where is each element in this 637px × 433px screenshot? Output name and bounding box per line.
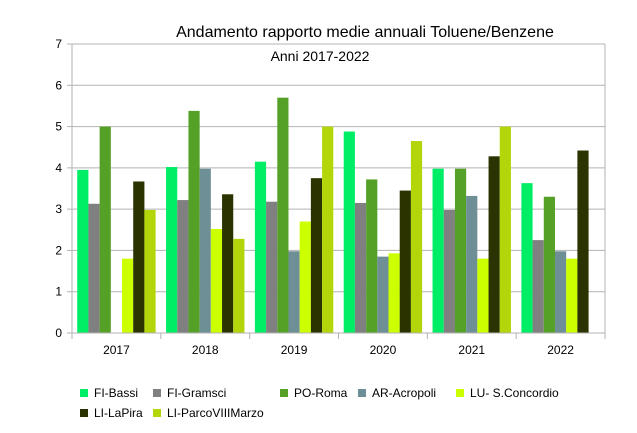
bar-po-roma-2018 xyxy=(188,110,200,333)
x-tick-label-2019: 2019 xyxy=(281,343,308,357)
legend-item-fi-gramsci: FI-Gramsci xyxy=(153,385,226,401)
legend-item-fi-bassi: FI-Bassi xyxy=(80,385,138,401)
y-tick-label: 7 xyxy=(55,37,62,51)
bar-li-parcoviiimarzo-2020 xyxy=(410,141,423,333)
bar-fi-bassi-2017 xyxy=(77,169,89,333)
bar-li-parcoviiimarzo-2018 xyxy=(233,238,245,333)
bar-po-roma-2019 xyxy=(277,97,289,334)
bar-lu-s-concordio-2020 xyxy=(388,253,400,333)
legend-swatch xyxy=(153,389,161,397)
bar-li-parcoviiimarzo-2017 xyxy=(144,209,156,333)
bar-fi-gramsci-2020 xyxy=(354,202,367,333)
legend-label: AR-Acropoli xyxy=(372,386,437,400)
legend-swatch xyxy=(456,389,464,397)
bar-fi-bassi-2022 xyxy=(521,183,533,333)
bar-lu-s-concordio-2018 xyxy=(210,228,223,333)
bar-li-lapira-2019 xyxy=(310,178,323,333)
bar-fi-bassi-2019 xyxy=(254,161,267,333)
bar-li-parcoviiimarzo-2019 xyxy=(322,126,334,333)
x-tick-label-2021: 2021 xyxy=(458,343,485,357)
bar-lu-s-concordio-2017 xyxy=(122,258,134,333)
bar-fi-gramsci-2018 xyxy=(177,200,189,333)
bar-lu-s-concordio-2019 xyxy=(299,221,311,333)
legend-swatch xyxy=(358,389,366,397)
bar-fi-gramsci-2021 xyxy=(443,209,455,333)
bar-fi-bassi-2021 xyxy=(432,168,444,333)
bars xyxy=(77,97,589,334)
y-tick-label: 1 xyxy=(55,285,62,299)
bar-po-roma-2020 xyxy=(366,179,378,333)
legend-item-li-lapira: LI-LaPira xyxy=(80,405,143,421)
bar-ar-acropoli-2018 xyxy=(199,168,211,333)
bar-ar-acropoli-2021 xyxy=(466,195,478,333)
bar-po-roma-2017 xyxy=(99,126,111,333)
chart-title: Andamento rapporto medie annuali Toluene… xyxy=(176,24,554,41)
y-tick-label: 6 xyxy=(55,78,62,92)
legend-label: FI-Bassi xyxy=(94,386,139,400)
legend-label: FI-Gramsci xyxy=(167,386,227,400)
bar-lu-s-concordio-2022 xyxy=(566,258,578,333)
bar-li-parcoviiimarzo-2021 xyxy=(499,126,511,333)
y-tick-label: 2 xyxy=(55,243,62,257)
x-tick-label-2022: 2022 xyxy=(547,343,574,357)
bar-fi-bassi-2020 xyxy=(343,131,355,333)
legend-swatch xyxy=(80,409,88,417)
bar-lu-s-concordio-2021 xyxy=(477,258,489,333)
legend-label: PO-Roma xyxy=(294,386,348,400)
legend-item-po-roma: PO-Roma xyxy=(280,385,347,401)
bar-fi-gramsci-2022 xyxy=(532,240,544,333)
x-tick-label-2017: 2017 xyxy=(103,343,130,357)
axes xyxy=(67,43,606,339)
legend-label: LI-LaPira xyxy=(94,406,143,420)
legend-swatch xyxy=(153,409,161,417)
bar-li-lapira-2022 xyxy=(577,150,589,333)
bar-fi-bassi-2018 xyxy=(166,167,178,333)
bar-fi-gramsci-2017 xyxy=(88,203,100,333)
bar-ar-acropoli-2022 xyxy=(554,251,567,333)
x-tick-labels: 2017 2018 2019 2020 2021 2022 xyxy=(103,343,574,357)
legend-label: LI-ParcoVIIIMarzo xyxy=(167,406,264,420)
y-tick-label: 4 xyxy=(55,161,62,175)
bar-li-lapira-2018 xyxy=(222,194,234,333)
bar-li-lapira-2020 xyxy=(399,190,411,333)
bar-ar-acropoli-2020 xyxy=(377,256,389,333)
legend-item-ar-acropoli: AR-Acropoli xyxy=(358,385,436,401)
y-tick-labels: 0 1 2 3 4 5 6 7 xyxy=(55,37,62,340)
x-tick-label-2018: 2018 xyxy=(192,343,219,357)
bar-fi-gramsci-2019 xyxy=(266,201,278,333)
bar-li-lapira-2017 xyxy=(133,181,145,333)
legend-item-lu-s-concordio: LU- S.Concordio xyxy=(456,385,559,401)
y-tick-label: 0 xyxy=(55,326,62,340)
bar-ar-acropoli-2019 xyxy=(288,251,300,333)
legend-swatch xyxy=(280,389,288,397)
x-tick-label-2020: 2020 xyxy=(370,343,397,357)
bar-po-roma-2021 xyxy=(454,168,467,333)
y-tick-label: 5 xyxy=(55,120,62,134)
chart-subtitle: Anni 2017-2022 xyxy=(270,48,370,64)
legend-label: LU- S.Concordio xyxy=(470,386,559,400)
legend-item-li-parcoviiimarzo: LI-ParcoVIIIMarzo xyxy=(153,405,264,421)
y-tick-label: 3 xyxy=(55,202,62,216)
legend-swatch xyxy=(80,389,88,397)
bar-po-roma-2022 xyxy=(543,196,555,333)
bar-li-lapira-2021 xyxy=(488,156,500,333)
